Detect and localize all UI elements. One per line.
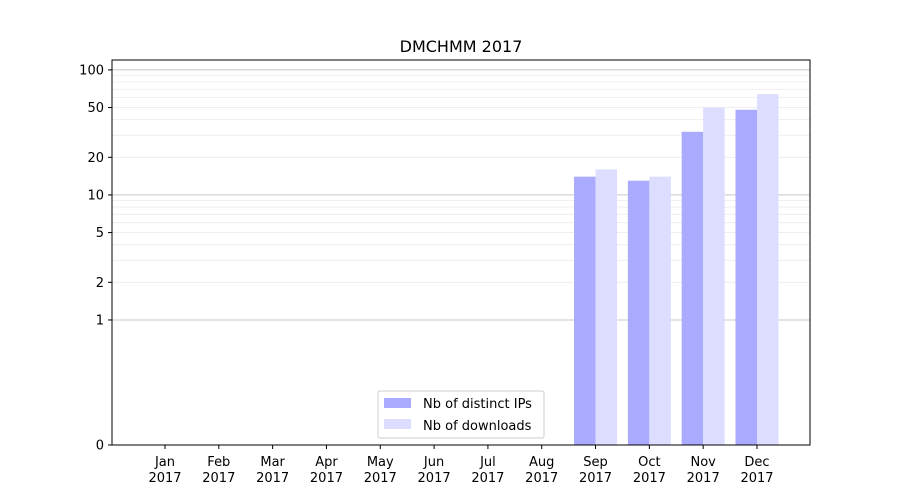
y-tick-label: 50 (87, 101, 104, 116)
y-tick-label: 5 (96, 226, 104, 241)
x-axis: Jan2017Feb2017Mar2017Apr2017May2017Jun20… (148, 445, 774, 486)
x-tick-label-month: Oct (638, 455, 660, 470)
y-tick-label: 2 (96, 276, 104, 291)
bar-downloads (649, 176, 671, 445)
bar-downloads (757, 94, 779, 446)
x-tick-label-year: 2017 (633, 471, 666, 486)
x-tick-label-year: 2017 (148, 471, 181, 486)
gridlines (112, 69, 810, 321)
x-tick-label-year: 2017 (364, 471, 397, 486)
x-tick-label-year: 2017 (418, 471, 451, 486)
bar-distinct-ips (735, 109, 757, 445)
x-tick-label-month: Jul (479, 455, 496, 470)
x-tick-label-month: May (367, 455, 394, 470)
bar-distinct-ips (627, 180, 650, 445)
x-tick-label-month: Jan (154, 455, 175, 470)
x-tick-label-month: Mar (260, 455, 285, 470)
bar-distinct-ips (574, 176, 596, 445)
y-tick-label: 10 (87, 188, 104, 203)
x-tick-label-year: 2017 (525, 471, 558, 486)
legend-label-downloads: Nb of downloads (423, 419, 532, 434)
x-tick-label-year: 2017 (687, 471, 720, 486)
x-tick-label-year: 2017 (202, 471, 235, 486)
x-tick-label-month: Aug (529, 455, 554, 470)
y-tick-label: 20 (87, 151, 104, 166)
bars (574, 94, 779, 446)
x-tick-label-year: 2017 (310, 471, 343, 486)
x-tick-label-month: Dec (744, 455, 769, 470)
x-tick-label-month: Jun (423, 455, 444, 470)
y-tick-label: 0 (96, 439, 104, 454)
x-tick-label-year: 2017 (256, 471, 289, 486)
legend: Nb of distinct IPs Nb of downloads (377, 390, 545, 439)
bar-downloads (703, 107, 725, 446)
x-tick-label-month: Apr (315, 455, 338, 470)
legend-swatch-distinct-ips (384, 398, 411, 408)
legend-box (377, 390, 545, 439)
chart-title: DMCHMM 2017 (400, 37, 523, 56)
x-tick-label-month: Feb (207, 455, 230, 470)
x-tick-label-year: 2017 (471, 471, 504, 486)
legend-swatch-downloads (384, 419, 411, 429)
y-axis: 0 1 2 5 10 20 50 100 (79, 63, 112, 454)
x-tick-label-month: Sep (583, 455, 608, 470)
x-tick-label-year: 2017 (740, 471, 773, 486)
bar-downloads (595, 169, 618, 445)
y-tick-label: 1 (96, 313, 104, 328)
bar-distinct-ips (681, 131, 704, 445)
x-tick-label-month: Nov (690, 455, 716, 470)
x-tick-label-year: 2017 (579, 471, 612, 486)
y-tick-label: 100 (79, 63, 104, 78)
legend-label-distinct-ips: Nb of distinct IPs (423, 397, 532, 412)
plot-frame (111, 59, 811, 446)
